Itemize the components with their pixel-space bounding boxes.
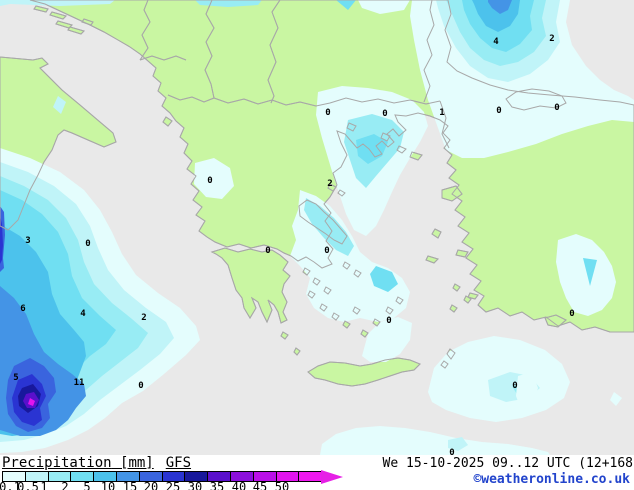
scale-value-label: 30 xyxy=(187,480,203,490)
precipitation-map: 3 0 6 4 2 5 11 0 0 0 0 2 4 2 1 0 0 0 0 0 0 0 0 xyxy=(0,0,634,458)
scale-value-label: 35 xyxy=(209,480,225,490)
scale-value-label: 50 xyxy=(274,480,290,490)
precip-swturkey-spot1 xyxy=(516,372,538,412)
precip-swturkey-spot2 xyxy=(610,392,622,406)
precip-swturkey-2 xyxy=(583,258,597,286)
precip-nwgreece-0.1 xyxy=(194,158,234,199)
precip-naegean-2 xyxy=(356,134,388,164)
legend-title: Precipitation [mm] GFS xyxy=(2,455,191,471)
contour-value-label: 2 xyxy=(549,34,554,44)
precip-edge-20 xyxy=(0,216,3,264)
copyright: ©weatheronline.co.uk xyxy=(473,472,630,487)
contour-value-label: 0 xyxy=(324,246,329,256)
legend-units: [mm] xyxy=(120,455,154,471)
contour-value-label: 0 xyxy=(569,309,574,319)
color-scale-bar xyxy=(2,469,344,484)
contour-value-label: 0 xyxy=(449,448,454,455)
precip-italy-spot xyxy=(53,96,66,114)
scale-arrow xyxy=(321,469,344,484)
forecast-timestamp: We 15-10-2025 09..12 UTC (12+168 xyxy=(382,456,633,471)
contour-value-label: 0 xyxy=(85,239,90,249)
scale-value-label: 5 xyxy=(83,480,91,490)
scale-value-label: 15 xyxy=(122,480,138,490)
scale-value-label: 0.1 xyxy=(0,480,21,490)
contour-value-label: 0 xyxy=(554,103,559,113)
precip-west-45 xyxy=(28,398,35,406)
precip-top-strip3 xyxy=(358,0,410,14)
color-scale-values: 0.1 0.5 1 2 5 10 15 20 25 30 35 40 45 50 xyxy=(0,480,333,490)
precip-top-strip2 xyxy=(336,0,356,10)
legend: Precipitation [mm] GFS We 15-10-2025 09..… xyxy=(0,455,634,490)
contour-value-label: 0 xyxy=(138,381,143,391)
contour-value-label: 0 xyxy=(512,381,517,391)
scale-value-label: 1 xyxy=(40,480,48,490)
contour-value-label: 4 xyxy=(493,37,499,47)
precip-southband-0.1 xyxy=(320,426,550,455)
scale-value-label: 2 xyxy=(61,480,69,490)
scale-value-label: 45 xyxy=(252,480,268,490)
contour-value-label: 3 xyxy=(25,236,30,246)
contour-value-label: 11 xyxy=(74,378,85,388)
contour-value-label: 2 xyxy=(327,179,332,189)
value-labels: 3 0 6 4 2 5 11 0 0 0 0 2 4 2 1 0 0 0 0 0 0 0 0 xyxy=(13,34,574,458)
contour-value-label: 1 xyxy=(439,108,444,118)
contour-value-label: 5 xyxy=(13,373,18,383)
legend-model: GFS xyxy=(165,455,192,471)
legend-title-text: Precipitation xyxy=(2,455,112,471)
contour-value-label: 6 xyxy=(20,304,25,314)
scale-value-label: 20 xyxy=(143,480,159,490)
contour-value-label: 0 xyxy=(207,176,212,186)
map-canvas: 3 0 6 4 2 5 11 0 0 0 0 2 4 2 1 0 0 0 0 0 0 0 0 xyxy=(0,0,634,458)
precip-central-2 xyxy=(370,266,398,292)
scale-value-label: 0.5 xyxy=(17,480,39,490)
contour-value-label: 0 xyxy=(382,109,387,119)
scale-value-label: 25 xyxy=(165,480,181,490)
precip-blacksea-10 xyxy=(488,0,512,14)
contour-value-label: 4 xyxy=(80,309,86,319)
contour-value-label: 2 xyxy=(141,313,146,323)
precip-ncrete-0.1 xyxy=(362,317,412,362)
contour-value-label: 0 xyxy=(496,106,501,116)
precip-southband-0.5 xyxy=(448,437,468,451)
contour-value-label: 0 xyxy=(325,108,330,118)
contour-value-label: 0 xyxy=(265,246,270,256)
precip-swturkey-0.1 xyxy=(556,234,616,316)
contour-value-label: 0 xyxy=(386,316,391,326)
precip-topleft-strip xyxy=(0,0,115,6)
scale-value-label: 40 xyxy=(231,480,247,490)
scale-value-label: 10 xyxy=(100,480,116,490)
